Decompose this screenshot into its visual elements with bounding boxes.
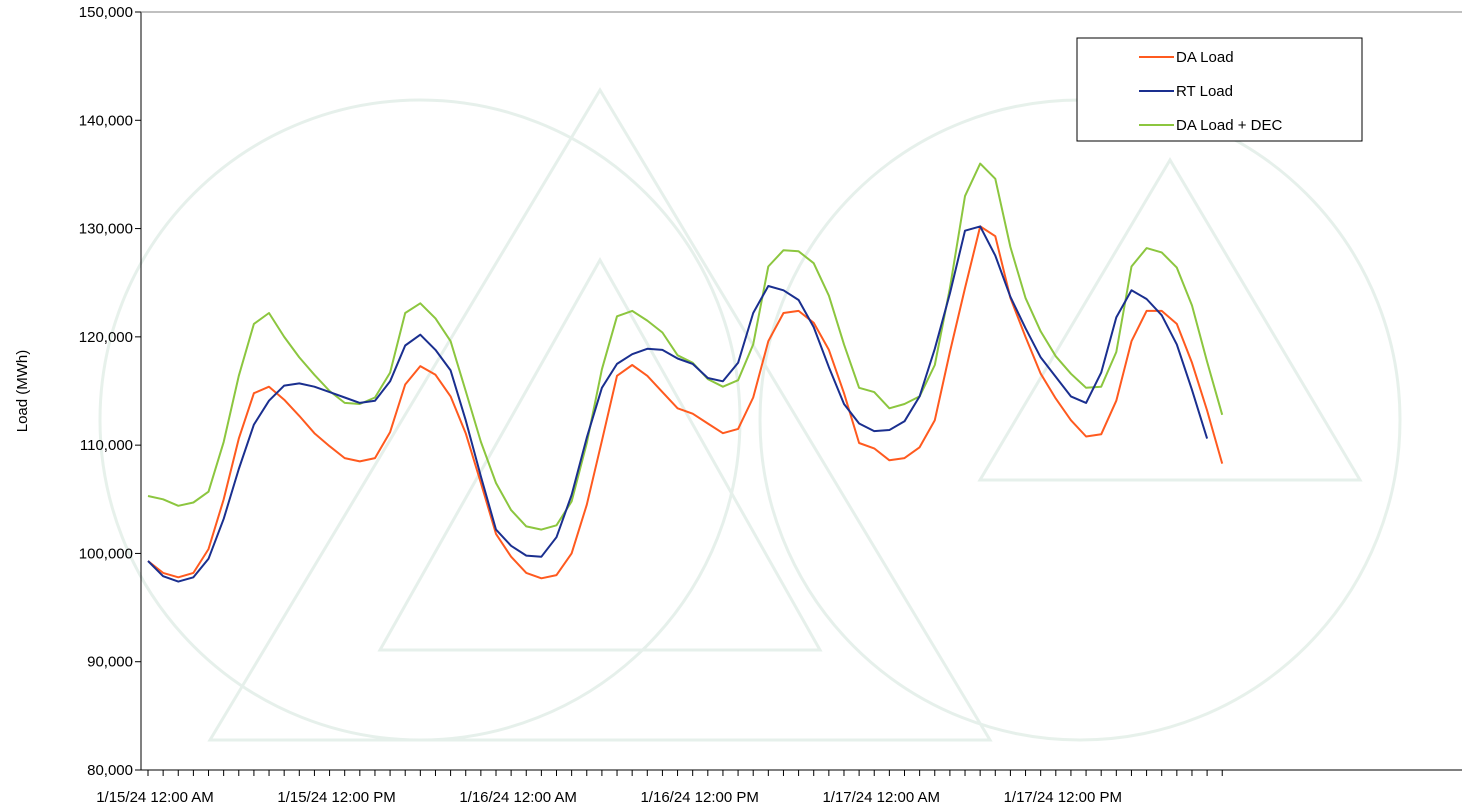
y-tick-label: 100,000 bbox=[79, 545, 133, 562]
series-line-da-load bbox=[147, 225, 1224, 580]
legend: DA Load RT Load DA Load + DEC bbox=[1076, 37, 1363, 142]
legend-box bbox=[1076, 37, 1363, 142]
series-line-da-load-dec bbox=[147, 162, 1224, 531]
y-tick-label: 90,000 bbox=[87, 654, 133, 671]
y-tick-label: 130,000 bbox=[79, 221, 133, 238]
y-tick-label: 120,000 bbox=[79, 329, 133, 346]
x-tick-label: 1/16/24 12:00 PM bbox=[640, 789, 758, 806]
x-tick-label: 1/15/24 12:00 AM bbox=[96, 789, 214, 806]
y-axis-ticks: 80,000 90,000 100,000 110,000 120,000 130,000… bbox=[79, 4, 141, 779]
x-tick-label: 1/17/24 12:00 PM bbox=[1004, 789, 1122, 806]
series-lines bbox=[147, 162, 1224, 583]
legend-item-da-load-dec: DA Load + DEC bbox=[1139, 117, 1282, 134]
legend-label-rt-load: RT Load bbox=[1176, 83, 1233, 100]
x-tick-label: 1/15/24 12:00 PM bbox=[277, 789, 395, 806]
y-tick-label: 150,000 bbox=[79, 4, 133, 21]
x-tick-label: 1/16/24 12:00 AM bbox=[459, 789, 577, 806]
y-tick-label: 80,000 bbox=[87, 762, 133, 779]
y-tick-label: 140,000 bbox=[79, 112, 133, 129]
series-line-rt-load bbox=[147, 225, 1209, 583]
y-tick-label: 110,000 bbox=[80, 437, 133, 454]
watermark bbox=[98, 87, 1402, 742]
legend-item-da-load: DA Load bbox=[1139, 49, 1234, 66]
y-axis-title: Load (MWh) bbox=[14, 350, 31, 433]
x-tick-label: 1/17/24 12:00 AM bbox=[822, 789, 940, 806]
x-axis-ticks: 1/15/24 12:00 AM 1/15/24 12:00 PM 1/16/24 … bbox=[96, 770, 1223, 806]
plot-frame bbox=[140, 11, 1462, 771]
legend-label-da-load: DA Load bbox=[1176, 49, 1234, 66]
legend-item-rt-load: RT Load bbox=[1139, 83, 1233, 100]
legend-label-da-load-dec: DA Load + DEC bbox=[1176, 117, 1282, 134]
